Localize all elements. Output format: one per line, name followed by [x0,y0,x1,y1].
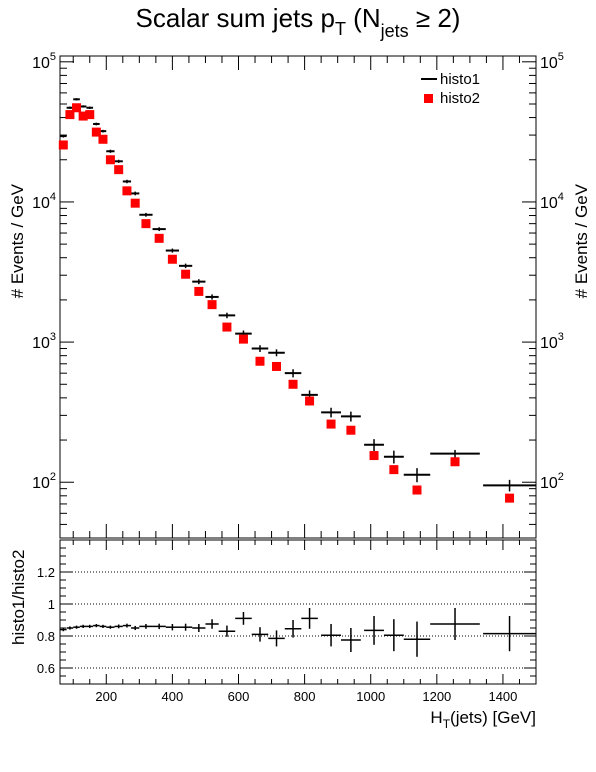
y-tick-label-left-3: 105 [32,51,56,72]
ratio-y-tick-label-1: 1 [48,597,55,612]
histo2-point-6 [98,134,108,144]
histo2-point-7 [105,155,115,165]
x-tick-label-1000: 1000 [356,689,385,704]
main-x-ticks [72,56,537,684]
y-tick-label-left-2: 104 [32,191,56,212]
y-tick-label-right-0: 102 [540,471,564,492]
histo2-point-1 [65,110,75,120]
histo2-point-17 [222,322,232,332]
histo2-point-28 [450,457,460,467]
histo2-point-27 [412,485,422,495]
x-tick-label-600: 600 [228,689,250,704]
chart-title: Scalar sum jets pT (Njets ≥ 2) [136,3,461,41]
histo2-series [58,103,515,503]
histo2-point-13 [167,254,177,264]
y-tick-label-left-1: 103 [32,331,56,352]
legend-histo2-marker [424,94,433,103]
histo2-point-25 [369,451,379,461]
legend-histo1-label: histo1 [440,71,480,88]
histo2-point-2 [72,103,82,113]
y-tick-label-right-3: 105 [540,51,564,72]
y-tick-label-right-1: 103 [540,331,564,352]
histo1-series [60,98,536,492]
main-y-axis-label-right: # Events / GeV [572,183,591,298]
legend-histo2-label: histo2 [440,90,480,107]
x-tick-label-800: 800 [294,689,316,704]
legend: histo1 histo2 [421,71,480,107]
ratio-y-tick-label-1.2: 1.2 [37,565,55,580]
histo2-point-29 [505,493,515,503]
x-axis-label: HT(jets) [GeV] [430,708,536,731]
main-y-axis-label-left: # Events / GeV [8,183,27,298]
histo2-point-4 [85,110,95,120]
y-tick-label-right-2: 104 [540,191,564,212]
ratio-plot-frame [59,539,537,685]
ratio-series [60,608,536,657]
histo2-point-20 [272,361,282,371]
x-axis-label-sub: T [443,717,451,731]
histo2-point-23 [326,419,336,429]
histo2-point-16 [207,300,217,310]
histo2-point-5 [91,127,101,137]
histo2-point-14 [181,269,191,279]
ratio-ticks: 0.6 0.8 1 1.2 200 400 600 800 1000 1200 1400 [37,539,536,704]
x-tick-label-400: 400 [162,689,184,704]
x-axis-label-rest: (jets) [GeV] [450,708,536,727]
histo2-point-21 [288,379,298,389]
histo2-point-22 [305,396,315,406]
histo2-point-24 [346,425,356,435]
x-tick-label-1400: 1400 [488,689,517,704]
title-sub-jets: jets [380,21,409,41]
ratio-y-axis-label: histo1/histo2 [9,550,28,645]
histo2-point-12 [154,233,164,243]
histo2-point-18 [238,334,248,344]
y-tick-label-left-0: 102 [32,471,56,492]
histo2-point-11 [141,219,151,229]
histo2-point-15 [194,286,204,296]
x-tick-label-1200: 1200 [422,689,451,704]
histo2-point-26 [389,465,399,475]
title-cond: ≥ 2) [409,3,461,33]
histo2-point-0 [58,140,68,150]
ratio-y-tick-label-0.8: 0.8 [37,629,55,644]
title-sub-t: T [335,19,346,39]
histo2-point-10 [130,198,140,208]
histo2-point-19 [255,356,265,366]
histo2-point-3 [78,111,88,121]
ratio-y-tick-label-0.6: 0.6 [37,661,55,676]
histo2-point-9 [122,186,132,196]
histo2-point-8 [114,165,124,175]
x-tick-label-200: 200 [95,689,117,704]
x-axis-label-main: H [430,708,442,727]
main-plot-frame [59,55,537,539]
title-open: (N [346,3,381,33]
main-y-ticks: 102 102 103 103 104 104 105 105 [32,51,564,539]
title-main: Scalar sum jets p [136,3,335,33]
ratio-gridlines [60,571,536,669]
